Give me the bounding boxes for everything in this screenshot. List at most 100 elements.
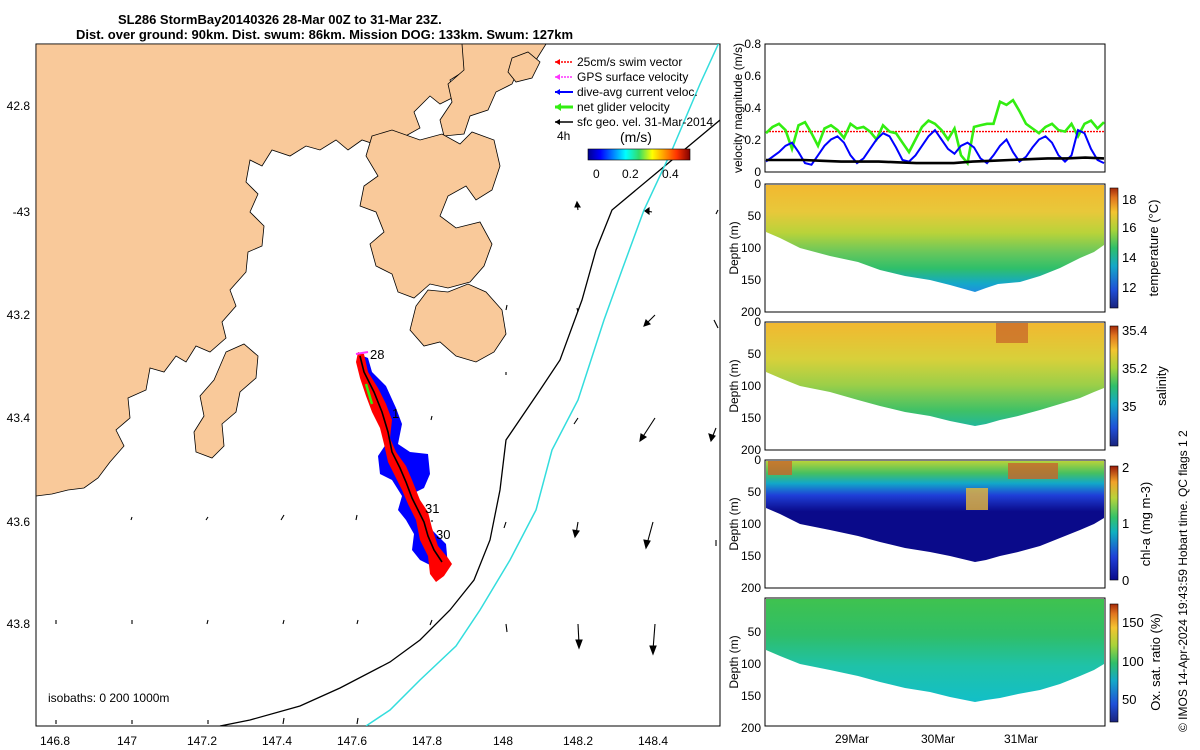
sal-c-tick: 35.4: [1122, 323, 1147, 338]
salinity-section: [766, 323, 1104, 426]
time-x-tick: 30Mar: [921, 732, 955, 746]
temp-y-tick: 200: [741, 305, 761, 319]
ox-y-tick: 200: [741, 721, 761, 735]
net-velocity-segment: [364, 383, 374, 405]
land-bruny-island: [193, 343, 259, 459]
land-tasman-peninsula: [409, 283, 507, 363]
ox-y-tick: 150: [741, 689, 761, 703]
sal-c-tick: 35: [1122, 399, 1136, 414]
isobath-1000m: [365, 44, 720, 726]
chl-y-axis: 0 50 100 150 200: [741, 453, 761, 595]
chl-c-tick: 1: [1122, 516, 1129, 531]
oxygen-panel: 50 100 150 200 Depth (m) 50 100 150 Ox. …: [727, 597, 1163, 746]
temp-y-tick: 100: [741, 241, 761, 255]
map-y-axis: 42.8 -43 43.2 43.4 43.6 43.8: [7, 99, 31, 631]
temperature-section: [766, 185, 1104, 292]
sal-c-tick: 35.2: [1122, 361, 1147, 376]
legend-label-net-velocity: net glider velocity: [577, 100, 670, 114]
legend-arrow-green: [555, 103, 561, 111]
sal-y-tick: 100: [741, 379, 761, 393]
temp-c-tick: 14: [1122, 250, 1136, 265]
oxygen-colorbar: [1109, 603, 1119, 723]
salinity-high-patch: [996, 323, 1028, 343]
swim-vector-envelope: [356, 352, 452, 582]
sal-y-tick: 150: [741, 411, 761, 425]
map-y-tick: 43.6: [7, 515, 31, 529]
velocity-y-tick: 0.4: [744, 101, 761, 115]
chl-c-tick: 0: [1122, 573, 1129, 588]
ox-y-tick: 50: [748, 625, 762, 639]
sal-y-label: Depth (m): [727, 359, 741, 412]
temp-y-tick: 150: [741, 273, 761, 287]
day-label-30: 30: [436, 527, 450, 542]
velocity-y-tick: 0.6: [744, 69, 761, 83]
map-x-tick: 146.8: [40, 734, 70, 748]
chl-y-tick: 150: [741, 549, 761, 563]
legend-label-geo-velocity: sfc geo. vel. 31-Mar-2014: [577, 115, 713, 129]
colorbar-tick-0.4: 0.4: [662, 167, 679, 181]
map-x-tick: 147.4: [262, 734, 292, 748]
temperature-colorbar: [1109, 187, 1119, 309]
ox-c-tick: 150: [1122, 615, 1144, 630]
temp-y-tick: 0: [754, 177, 761, 191]
map-x-tick: 147.2: [187, 734, 217, 748]
temperature-colorbar-ticks: 12 14 16 18: [1122, 192, 1136, 295]
land-forestier-peninsula: [359, 129, 501, 299]
velocity-y-tick: 0.8: [744, 37, 761, 51]
temp-c-tick: 18: [1122, 192, 1136, 207]
temp-c-tick: 16: [1122, 220, 1136, 235]
oxygen-colorbar-ticks: 50 100 150: [1122, 615, 1144, 707]
map-x-tick: 148: [493, 734, 513, 748]
glider-track: [355, 351, 452, 582]
chl-colorbar: [1109, 465, 1119, 581]
chl-y-label: Depth (m): [727, 497, 741, 550]
ox-c-tick: 50: [1122, 692, 1136, 707]
velocity-series-dive-avg-current-veloc-: [765, 128, 1105, 166]
time-x-tick: 29Mar: [835, 732, 869, 746]
chl-high-patch-3: [966, 488, 988, 510]
ox-y-tick: 100: [741, 657, 761, 671]
velocity-series-sfc-geo-vel-: [766, 156, 1105, 165]
chl-c-label: chl-a (mg m-3): [1138, 482, 1153, 567]
map-y-tick: -43: [13, 205, 31, 219]
map-x-tick: 148.2: [563, 734, 593, 748]
day-label-31: 31: [425, 501, 439, 516]
chl-high-patch-2: [1008, 463, 1058, 479]
velocity-series-net-glider-velocity: [765, 98, 1105, 167]
figure-title-line1: SL286 StormBay20140326 28-Mar 00Z to 31-…: [118, 12, 442, 27]
temp-c-tick: 12: [1122, 280, 1136, 295]
map-x-axis: 146.8 147 147.2 147.4 147.6 147.8 148 14…: [40, 734, 668, 748]
net-glider-track: [359, 355, 443, 563]
isobath-200m: [219, 119, 720, 726]
map-panel: 28 1 31 30 25cm/s swim vector GPS surfac…: [7, 43, 721, 748]
chl-c-tick: 2: [1122, 460, 1129, 475]
temp-y-tick: 50: [748, 209, 762, 223]
map-y-tick: 42.8: [7, 99, 31, 113]
ox-c-label: Ox. sat. ratio (%): [1148, 613, 1163, 711]
map-x-tick: 148.4: [638, 734, 668, 748]
legend-label-dive-avg: dive-avg current veloc.: [577, 85, 698, 99]
chl-y-tick: 0: [754, 453, 761, 467]
speed-colorbar: [587, 148, 691, 161]
chl-panel: 0 50 100 150 200 Depth (m) 0 1 2 chl-a (…: [727, 453, 1153, 595]
temp-y-label: Depth (m): [727, 221, 741, 274]
colorbar-tick-0: 0: [593, 167, 600, 181]
chl-y-tick: 100: [741, 517, 761, 531]
velocity-panel: 0 0.2 0.4 0.6 0.8 velocity magnitude (m/…: [731, 37, 1106, 179]
sal-y-tick: 0: [754, 315, 761, 329]
time-x-axis: 29Mar 30Mar 31Mar: [835, 732, 1038, 746]
oxygen-section: [766, 599, 1104, 702]
gps-velocity-marker: [355, 351, 369, 355]
map-y-tick: 43.4: [7, 411, 31, 425]
figure-title-line2: Dist. over ground: 90km. Dist. swum: 86k…: [76, 27, 574, 42]
legend-arrow-blue: [555, 89, 560, 95]
salinity-colorbar-ticks: 35 35.2 35.4: [1122, 323, 1147, 414]
map-x-tick: 147.8: [412, 734, 442, 748]
chl-y-tick: 200: [741, 581, 761, 595]
map-x-tick: 147.6: [337, 734, 367, 748]
velocity-y-label: velocity magnitude (m/s): [731, 43, 745, 173]
scale-label: 4h: [557, 129, 570, 143]
velocity-y-axis: 0 0.2 0.4 0.6 0.8: [744, 37, 761, 179]
legend-arrow-magenta: [555, 74, 560, 80]
